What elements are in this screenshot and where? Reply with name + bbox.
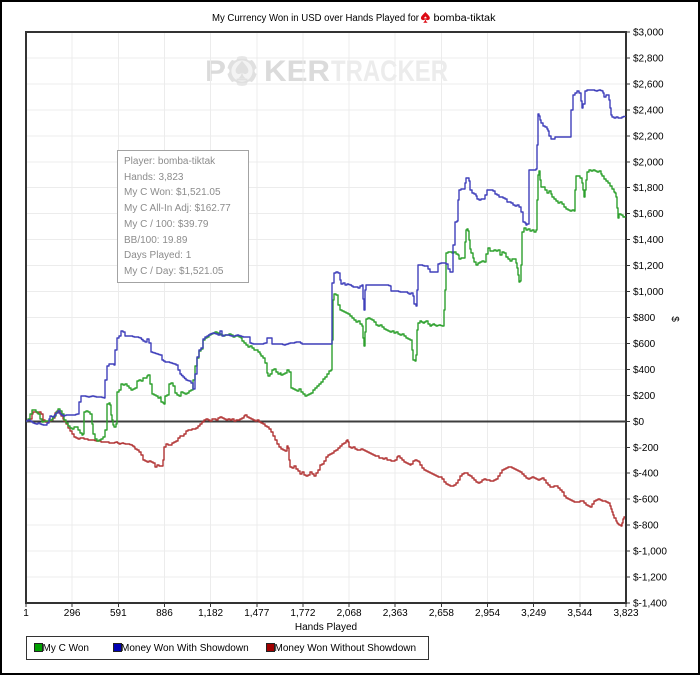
svg-text:2,658: 2,658 — [429, 608, 454, 619]
svg-text:$800: $800 — [633, 313, 656, 324]
svg-text:1,182: 1,182 — [198, 608, 223, 619]
svg-text:bomba-tiktak: bomba-tiktak — [434, 13, 497, 24]
svg-text:$2,800: $2,800 — [633, 53, 664, 64]
svg-text:P: P — [205, 55, 226, 88]
svg-text:$-400: $-400 — [633, 469, 659, 480]
svg-text:3,544: 3,544 — [567, 608, 592, 619]
svg-text:$2,200: $2,200 — [633, 131, 664, 142]
svg-text:886: 886 — [156, 608, 173, 619]
svg-text:2,068: 2,068 — [337, 608, 362, 619]
svg-text:1,477: 1,477 — [244, 608, 269, 619]
svg-text:3,249: 3,249 — [521, 608, 546, 619]
svg-text:$1,200: $1,200 — [633, 261, 664, 272]
svg-text:591: 591 — [110, 608, 127, 619]
svg-text:$-200: $-200 — [633, 443, 659, 454]
svg-text:$-1,000: $-1,000 — [633, 547, 667, 558]
svg-text:2,363: 2,363 — [383, 608, 408, 619]
svg-text:$2,000: $2,000 — [633, 157, 664, 168]
svg-text:$3,000: $3,000 — [633, 28, 664, 39]
svg-text:2,954: 2,954 — [475, 608, 500, 619]
svg-text:TRACKER: TRACKER — [331, 55, 448, 88]
svg-text:296: 296 — [64, 608, 81, 619]
svg-text:$-800: $-800 — [633, 521, 659, 532]
svg-text:$0: $0 — [633, 417, 645, 428]
svg-text:KER: KER — [264, 55, 330, 88]
svg-text:$: $ — [669, 316, 680, 322]
svg-text:$400: $400 — [633, 365, 656, 376]
svg-text:$1,400: $1,400 — [633, 235, 664, 246]
svg-text:$2,400: $2,400 — [633, 105, 664, 116]
svg-text:Hands Played: Hands Played — [295, 622, 357, 633]
svg-text:$200: $200 — [633, 391, 656, 402]
svg-text:$1,800: $1,800 — [633, 183, 664, 194]
svg-text:$1,000: $1,000 — [633, 287, 664, 298]
svg-text:$-1,400: $-1,400 — [633, 599, 667, 610]
svg-text:$1,600: $1,600 — [633, 209, 664, 220]
svg-text:1: 1 — [23, 608, 29, 619]
svg-text:$-1,200: $-1,200 — [633, 573, 667, 584]
svg-text:$-600: $-600 — [633, 495, 659, 506]
svg-text:My Currency Won in USD over Ha: My Currency Won in USD over Hands Played… — [212, 13, 420, 24]
svg-text:3,823: 3,823 — [613, 608, 638, 619]
svg-text:$2,600: $2,600 — [633, 79, 664, 90]
svg-text:1,772: 1,772 — [290, 608, 315, 619]
svg-text:$600: $600 — [633, 339, 656, 350]
